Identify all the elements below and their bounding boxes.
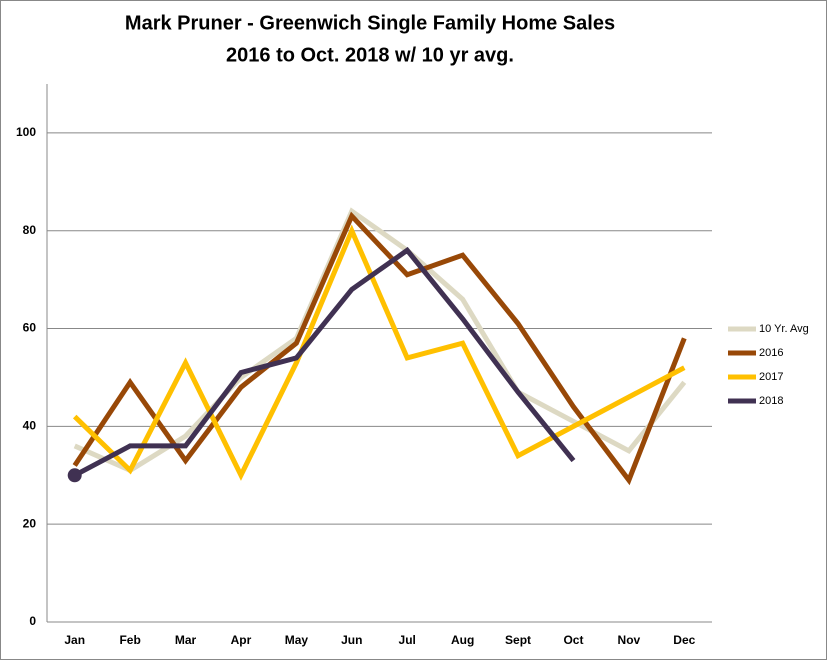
x-tick-label: Jan — [64, 633, 85, 647]
x-tick-label: Apr — [231, 633, 252, 647]
x-tick-label: Jul — [399, 633, 416, 647]
point-marker — [67, 468, 82, 483]
y-tick-label: 60 — [23, 321, 37, 335]
x-tick-label: Mar — [175, 633, 197, 647]
y-tick-label: 40 — [23, 419, 37, 433]
chart-subtitle: 2016 to Oct. 2018 w/ 10 yr avg. — [226, 44, 514, 66]
series-line — [73, 207, 687, 474]
y-tick-label: 20 — [23, 516, 37, 530]
series-line — [72, 224, 686, 481]
y-tick-label: 100 — [16, 125, 36, 139]
y-tick-label: 0 — [29, 614, 36, 628]
chart-title: Mark Pruner - Greenwich Single Family Ho… — [125, 12, 615, 34]
x-tick-label: Oct — [563, 633, 583, 647]
legend-label: 2016 — [759, 347, 783, 359]
y-tick-label: 80 — [23, 223, 37, 237]
x-tick-label: Aug — [451, 633, 474, 647]
series-line — [73, 246, 576, 478]
x-tick-label: May — [285, 633, 309, 647]
x-tick-label: Feb — [119, 633, 140, 647]
legend-label: 2018 — [759, 395, 783, 407]
legend-label: 10 Yr. Avg — [759, 323, 809, 335]
x-tick-label: Dec — [673, 633, 695, 647]
x-tick-label: Sept — [505, 633, 531, 647]
x-tick-label: Jun — [341, 633, 362, 647]
legend-label: 2017 — [759, 371, 783, 383]
x-tick-label: Nov — [618, 633, 641, 647]
